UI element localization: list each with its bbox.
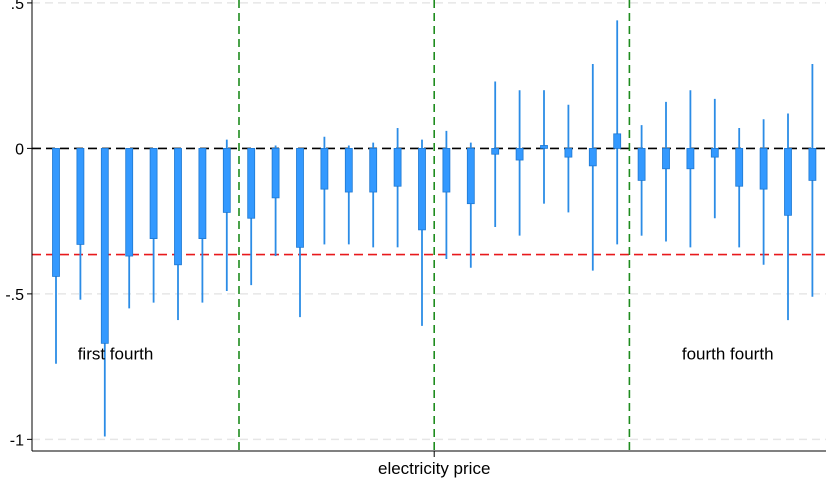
- bar: [198, 147, 207, 239]
- x-axis-title: electricity price: [378, 459, 490, 478]
- bar: [222, 147, 231, 213]
- bar: [271, 147, 280, 199]
- bar: [442, 147, 451, 193]
- bar: [393, 147, 402, 187]
- bar: [344, 147, 353, 193]
- axes: [27, 0, 826, 457]
- bar: [564, 147, 573, 158]
- labels: .5 0 -.5 -1 electricity price first fourth fou…: [5, 0, 773, 478]
- y-tick-label: 0: [15, 141, 24, 158]
- bar: [76, 147, 85, 245]
- bar: [540, 145, 548, 149]
- bar: [418, 147, 426, 231]
- bar: [369, 147, 378, 193]
- quarter-dividers: [238, 0, 631, 451]
- bar: [52, 147, 60, 277]
- bar: [296, 147, 304, 248]
- bar: [247, 147, 256, 219]
- bar: [662, 147, 670, 170]
- bar: [613, 133, 622, 149]
- bar: [637, 147, 646, 181]
- y-tick-label: -.5: [5, 287, 24, 304]
- bar: [466, 147, 475, 205]
- annotation-label: fourth fourth: [682, 345, 774, 364]
- bar: [515, 147, 524, 161]
- bar: [125, 147, 134, 257]
- y-tick-label: -1: [10, 432, 24, 449]
- grid-lines: [32, 2, 826, 441]
- y-tick-label: .5: [11, 0, 24, 13]
- bar: [100, 147, 109, 344]
- bar: [784, 147, 792, 216]
- bars: [52, 20, 817, 437]
- bar: [320, 147, 329, 190]
- bar: [686, 147, 695, 170]
- bar: [759, 147, 768, 190]
- bar: [735, 147, 744, 187]
- bar: [808, 147, 817, 181]
- annotation-label: first fourth: [78, 345, 154, 364]
- bar: [588, 147, 597, 167]
- bar: [174, 147, 182, 266]
- bar: [491, 147, 500, 155]
- bar: [149, 147, 158, 239]
- bar: [710, 147, 719, 158]
